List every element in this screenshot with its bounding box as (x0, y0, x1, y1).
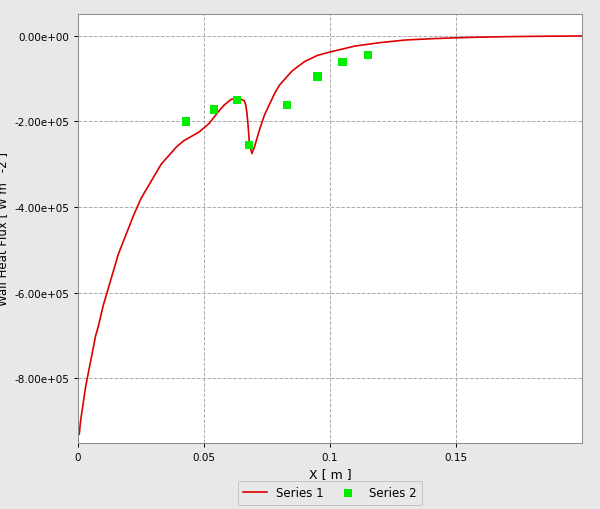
Series 1 (246, 140, 253, 147)
Series 1 (95, 324, 102, 330)
Series 1 (245, 123, 252, 129)
Series 2 (232, 97, 242, 105)
Series 2 (245, 142, 254, 150)
Series 2 (363, 52, 373, 60)
Series 1 (578, 34, 586, 40)
Y-axis label: Wall Heat Flux [ W m^-2 ]: Wall Heat Flux [ W m^-2 ] (0, 152, 8, 306)
Series 2 (209, 106, 219, 114)
Legend: Series 1, Series 2: Series 1, Series 2 (238, 480, 422, 505)
Series 2 (182, 118, 191, 126)
Line: Series 1: Series 1 (79, 37, 582, 434)
Series 2 (283, 102, 292, 110)
Series 1 (226, 99, 233, 105)
Series 1 (200, 126, 208, 132)
X-axis label: X [ m ]: X [ m ] (308, 467, 352, 480)
Series 2 (338, 59, 347, 67)
Series 2 (313, 73, 322, 81)
Series 1 (76, 431, 83, 437)
Series 1 (236, 96, 243, 102)
